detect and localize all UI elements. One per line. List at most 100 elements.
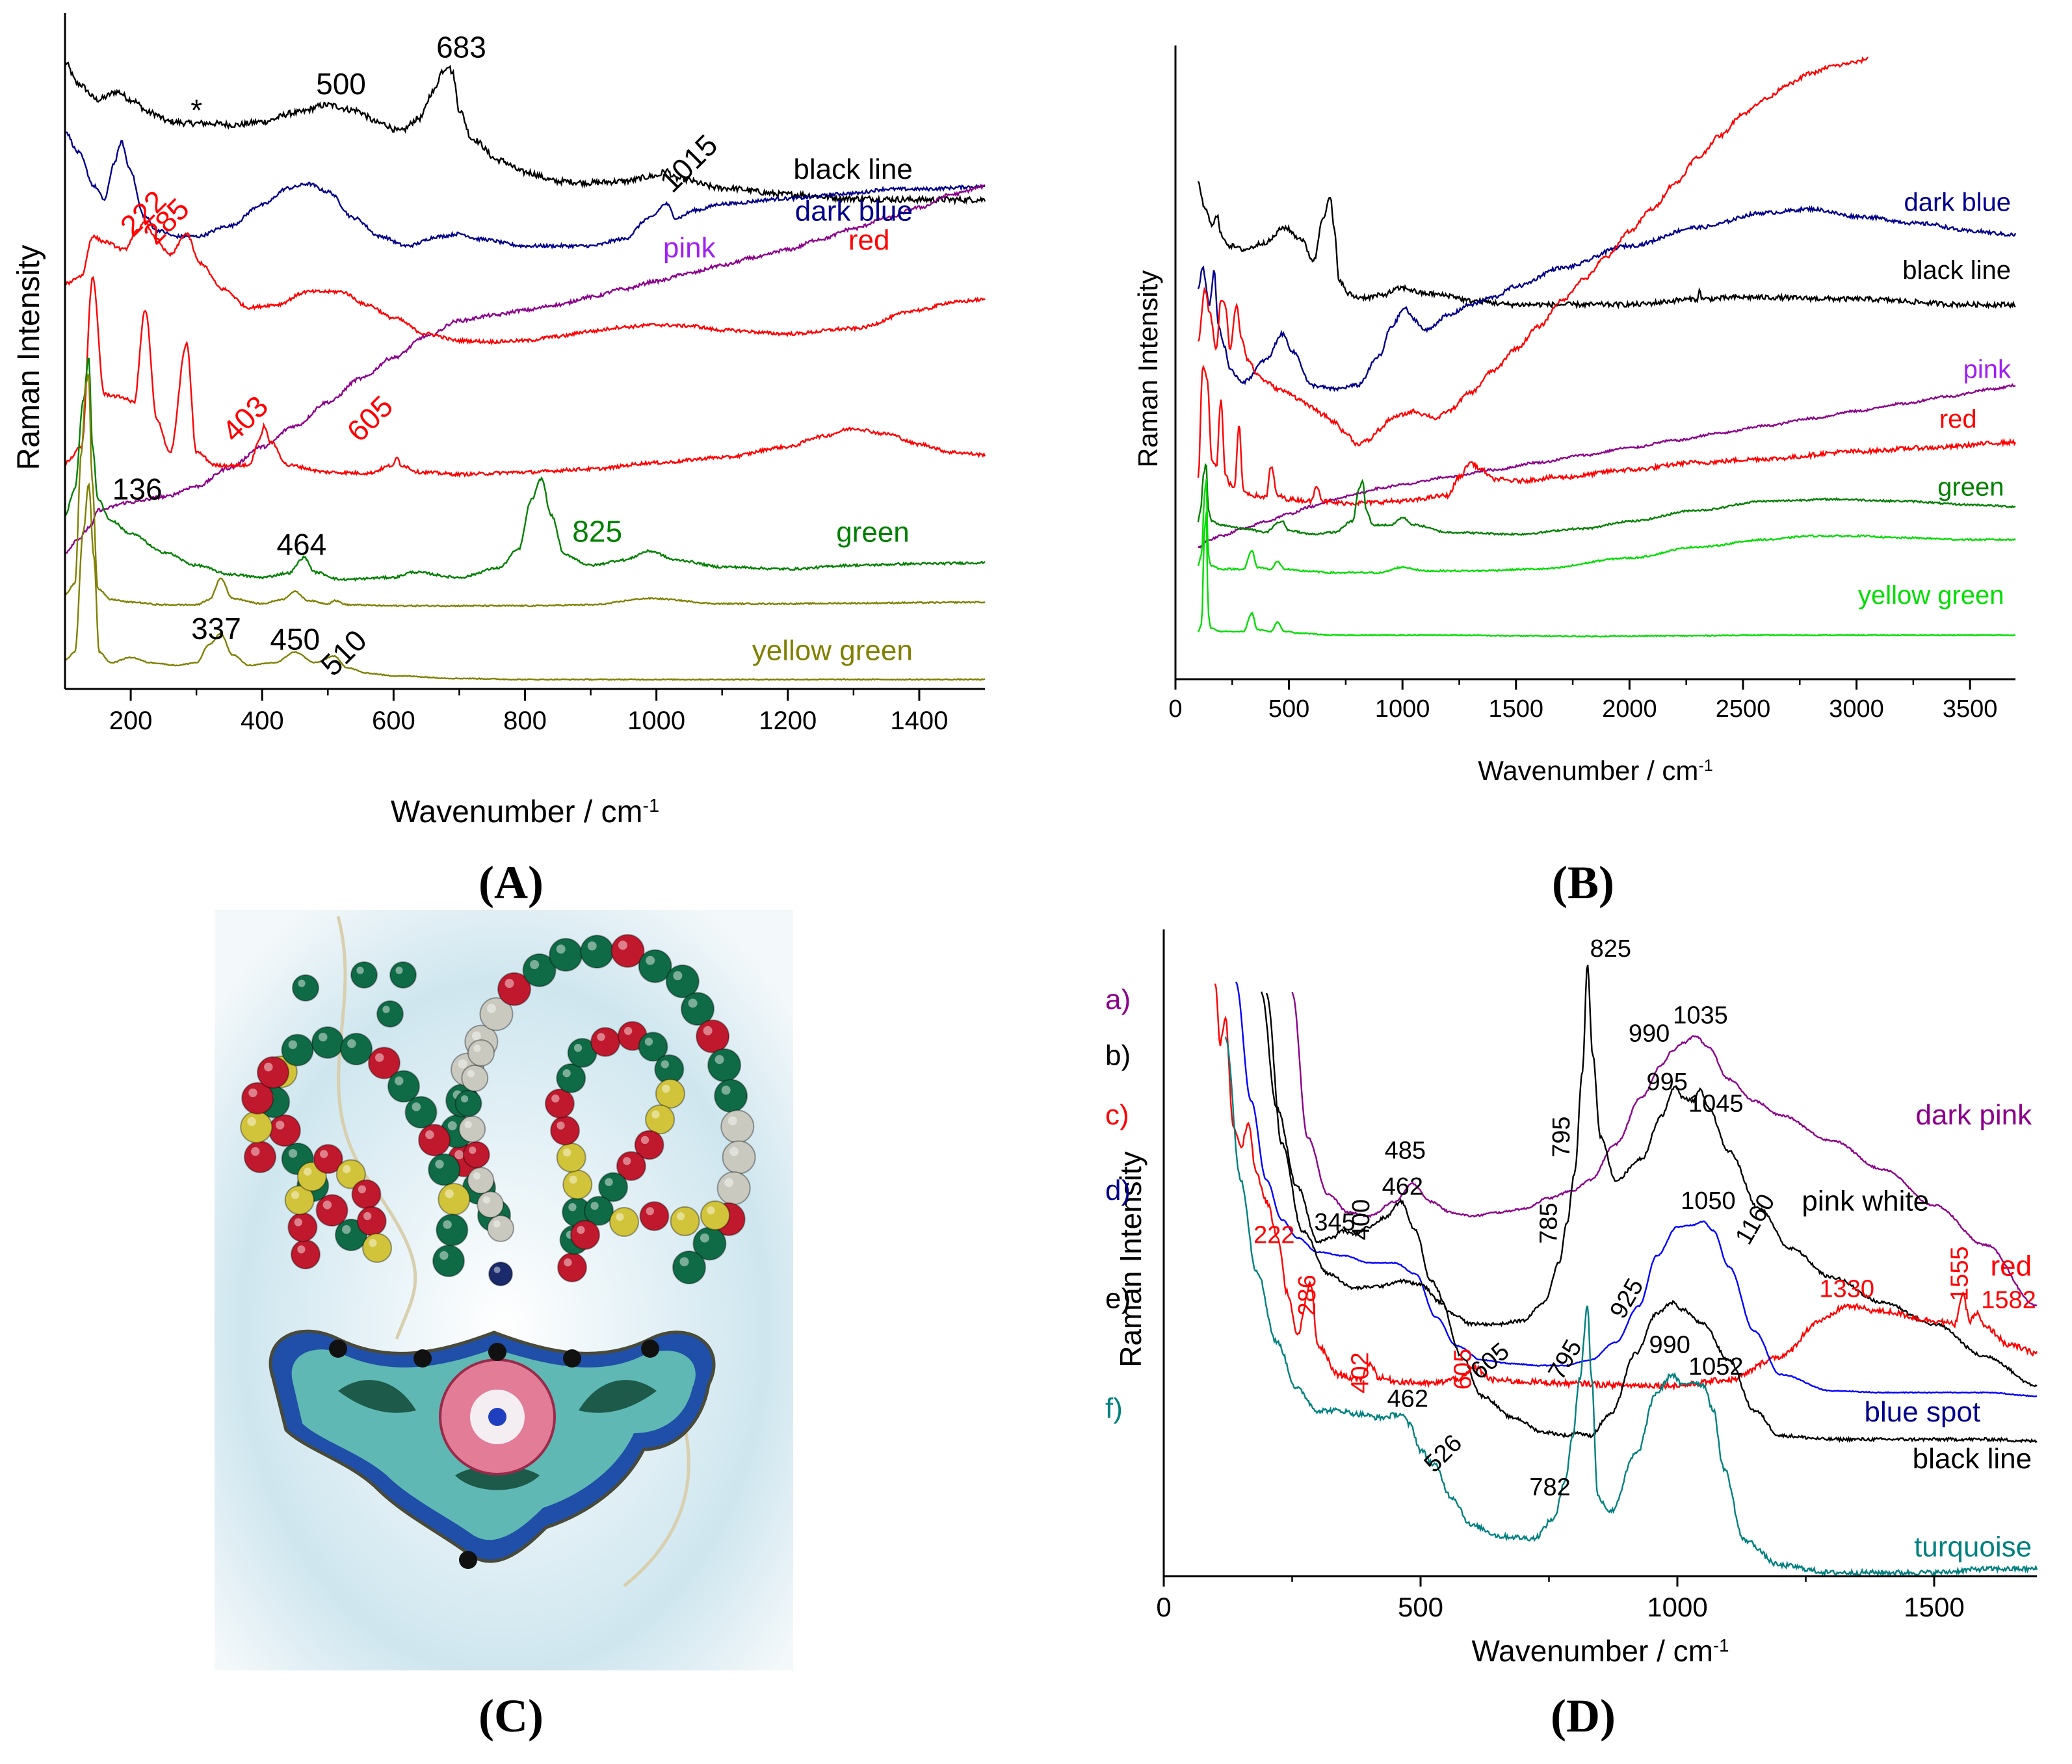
series-line-b-1 [1197, 205, 2017, 393]
series-label-b-1: black line [1902, 256, 2011, 285]
peak-annotation-d-7: 345 [1314, 1209, 1355, 1236]
bead-highlight [646, 1207, 655, 1215]
x-tick-label-b-3: 1500 [1489, 695, 1544, 723]
series-line-d-4 [1265, 992, 2038, 1444]
x-tick-label-b-5: 2500 [1716, 695, 1771, 723]
peak-annotation-d-2: 990 [1629, 1020, 1670, 1047]
bead-highlight [618, 940, 627, 950]
series-label-b-3: red [1939, 405, 1977, 434]
bead [681, 992, 715, 1026]
peak-annotation-a-7: 605 [340, 389, 399, 448]
series-label-a-1: dark blue [795, 196, 913, 227]
bead [672, 1251, 706, 1284]
bead [467, 1167, 495, 1195]
bead-highlight [569, 1175, 577, 1184]
bead-highlight [703, 1026, 713, 1035]
panel-d-caption: (D) [1551, 1690, 1616, 1742]
bead [700, 1200, 730, 1230]
series-line-b-7 [1197, 511, 2016, 638]
peak-annotation-d-16: 222 [1253, 1222, 1294, 1249]
bead [367, 1046, 400, 1080]
peak-annotation-a-11: 337 [191, 612, 241, 645]
peak-annotation-d-21: 1555 [1946, 1246, 1973, 1301]
bead-highlight [358, 1185, 367, 1193]
enamel-flower-dot [488, 1408, 506, 1426]
bead-highlight [322, 1200, 332, 1210]
bead [707, 1048, 742, 1082]
peak-annotation-d-17: 286 [1294, 1275, 1321, 1316]
bead [638, 949, 672, 983]
peak-annotation-d-18: 402 [1346, 1352, 1374, 1393]
enamel-leaf [455, 1466, 540, 1490]
bead [389, 961, 417, 989]
bead-highlight [679, 1257, 689, 1267]
bead [351, 1179, 382, 1210]
bead-highlight [469, 1147, 477, 1154]
bead-highlight [443, 1220, 452, 1229]
peak-annotation-d-22: 1582 [1981, 1286, 2036, 1314]
x-tick-label-b-2: 1000 [1375, 695, 1430, 723]
bead-highlight [251, 1147, 260, 1156]
series-line-d-1 [1260, 965, 2038, 1388]
bead-highlight [467, 1070, 475, 1078]
pendant-hole [641, 1340, 659, 1358]
bead-highlight [471, 1031, 481, 1041]
series-line-a-1 [64, 131, 986, 250]
bead [610, 934, 645, 968]
bead-highlight [590, 1202, 599, 1210]
y-axis-title-b: Raman Intensity [1133, 270, 1163, 467]
series-label-d-9: d) [1105, 1174, 1131, 1206]
enamel-leaf [579, 1380, 657, 1413]
bead-highlight [688, 998, 698, 1008]
pendant-hole [329, 1340, 347, 1358]
bead-highlight [651, 1110, 660, 1119]
bead [315, 1194, 348, 1227]
bead-highlight [662, 1084, 670, 1093]
series-line-b-5 [1197, 463, 2016, 536]
peak-annotation-a-10: 825 [572, 514, 622, 548]
bead-highlight [347, 1039, 356, 1048]
bead [436, 1213, 469, 1247]
bead-highlight [275, 1121, 285, 1130]
series-line-b-6 [1197, 478, 2016, 575]
x-tick-label-b-4: 2000 [1602, 695, 1657, 723]
bead [556, 1063, 586, 1093]
series-line-a-4 [64, 276, 986, 478]
bead-highlight [294, 1218, 302, 1226]
series-label-d-2: red [1991, 1250, 2032, 1282]
series-label-a-0: black line [793, 153, 912, 185]
peak-annotation-d-26: 1052 [1688, 1353, 1744, 1381]
series-line-a-2 [64, 183, 986, 554]
bead-highlight [493, 1266, 501, 1273]
bead [616, 1150, 646, 1181]
bead [549, 937, 583, 972]
x-tick-label-b-6: 3000 [1829, 695, 1884, 723]
bead-highlight [319, 1032, 328, 1042]
bead [598, 1172, 629, 1202]
peak-annotation-d-20: 1330 [1819, 1276, 1874, 1303]
bead-highlight [264, 1062, 273, 1072]
panel-b-chart: 0 500 1000 1500 2000 2500 3000 3500 Wavenumber /… [1133, 45, 2017, 786]
enamel-leaf [338, 1380, 416, 1413]
panel-a-caption: (A) [479, 857, 544, 909]
x-axis-title-a: Wavenumber / cm-1 [391, 795, 659, 829]
bead [350, 961, 378, 989]
bead-highlight [298, 979, 306, 987]
peak-annotation-d-25: 990 [1649, 1332, 1690, 1359]
bead-highlight [721, 1085, 731, 1095]
panel-c-caption: (C) [479, 1690, 544, 1742]
x-tick-label-a-6: 1400 [890, 707, 948, 735]
bead [670, 1206, 700, 1236]
bead-highlight [564, 1258, 572, 1267]
peak-annotation-d-23: 462 [1387, 1386, 1428, 1413]
bead-highlight [342, 1225, 351, 1234]
bead [556, 1142, 586, 1173]
bead [488, 1262, 513, 1286]
series-label-b-4: green [1937, 473, 2004, 501]
bead [462, 1141, 490, 1169]
pendant-hole [413, 1349, 432, 1368]
bead-highlight [288, 1040, 298, 1049]
bead [638, 1031, 668, 1062]
bead [404, 1096, 438, 1129]
